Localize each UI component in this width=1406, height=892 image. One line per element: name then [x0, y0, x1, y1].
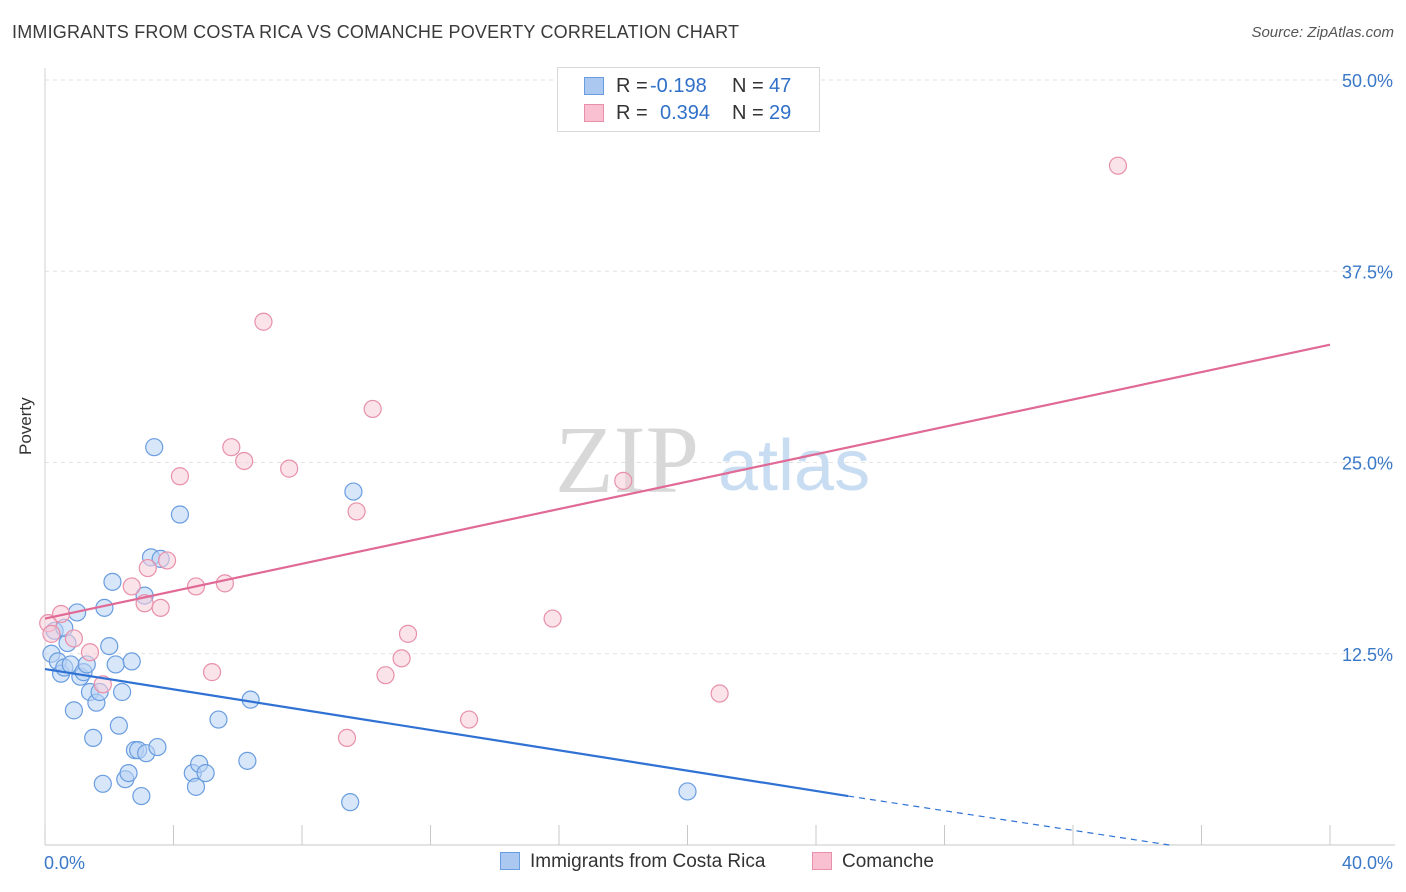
legend-r-value: -0.198 — [650, 75, 707, 97]
point-costa-rica — [64, 701, 84, 720]
point-costa-rica — [145, 438, 164, 457]
point-comanche — [42, 624, 61, 643]
point-comanche — [376, 666, 395, 685]
y-tick-label: 50.0% — [1342, 71, 1393, 91]
point-costa-rica — [678, 782, 697, 801]
bottom-legend-swatch-series2 — [812, 852, 832, 870]
bottom-legend-series1: Immigrants from Costa Rica — [500, 851, 765, 873]
point-costa-rica — [148, 737, 167, 757]
point-costa-rica — [344, 482, 363, 501]
correlation-legend: R = -0.198 N = 47 R = 0.394 N = 29 — [557, 67, 820, 132]
point-comanche — [64, 629, 84, 648]
point-costa-rica — [93, 774, 112, 793]
y-tick-label: 37.5% — [1342, 262, 1393, 282]
point-comanche — [363, 399, 382, 419]
data-points — [39, 156, 1128, 812]
point-costa-rica — [106, 655, 125, 674]
trend-lines — [44, 343, 1331, 846]
point-comanche — [157, 551, 177, 570]
grid-lines — [45, 79, 1395, 655]
legend-r-value: 0.394 — [660, 102, 711, 124]
legend-swatch-series2 — [584, 104, 604, 122]
point-comanche — [151, 598, 170, 617]
point-costa-rica — [112, 682, 132, 702]
point-costa-rica — [100, 636, 119, 656]
legend-swatch-series1 — [584, 77, 604, 95]
point-comanche — [337, 728, 357, 748]
point-comanche — [222, 438, 241, 457]
point-comanche — [215, 574, 234, 593]
y-tick-label: 12.5% — [1342, 645, 1393, 665]
point-costa-rica — [209, 710, 228, 729]
trend-line-comanche — [44, 343, 1331, 620]
point-comanche — [710, 684, 729, 703]
point-comanche — [392, 649, 411, 668]
point-costa-rica — [132, 786, 151, 806]
trend-line-costa-rica — [44, 667, 849, 798]
x-tick-label: 40.0% — [1342, 853, 1393, 873]
chart-title: IMMIGRANTS FROM COSTA RICA VS COMANCHE P… — [12, 22, 740, 42]
point-costa-rica — [196, 763, 215, 783]
point-comanche — [254, 312, 273, 331]
y-tick-label: 25.0% — [1342, 454, 1393, 474]
bottom-legend-series2: Comanche — [812, 851, 934, 873]
watermark-zip: ZIP — [555, 406, 699, 513]
point-comanche — [80, 643, 100, 662]
point-comanche — [347, 502, 366, 521]
point-comanche — [122, 577, 141, 596]
bottom-legend-label-series1: Immigrants from Costa Rica — [530, 851, 766, 872]
point-costa-rica — [109, 716, 128, 735]
legend-n-label: N = — [732, 75, 764, 97]
y-axis-label: Poverty — [16, 397, 35, 455]
source-label: Source: ZipAtlas.com — [1251, 24, 1394, 41]
legend-r-label: R = — [616, 102, 648, 124]
bottom-legend-swatch-series1 — [500, 852, 520, 870]
point-comanche — [138, 558, 157, 578]
legend-n-label: N = — [732, 102, 764, 124]
watermark: ZIP atlas — [555, 406, 870, 513]
point-costa-rica — [186, 777, 206, 796]
point-costa-rica — [122, 652, 141, 671]
point-comanche — [235, 451, 254, 471]
point-comanche — [1108, 156, 1128, 175]
point-comanche — [280, 459, 299, 478]
point-costa-rica — [170, 505, 190, 524]
point-comanche — [170, 467, 190, 486]
point-costa-rica — [119, 763, 138, 783]
point-costa-rica — [84, 728, 103, 748]
bottom-legend-label-series2: Comanche — [842, 851, 934, 872]
point-comanche — [614, 471, 633, 490]
legend-n-value: 47 — [769, 75, 792, 97]
watermark-atlas: atlas — [718, 426, 870, 506]
legend-n-value: 29 — [769, 102, 792, 124]
point-comanche — [93, 675, 112, 694]
axes — [44, 68, 1395, 846]
tick-labels: 12.5% 25.0% 37.5% 50.0% 0.0% 40.0% — [44, 71, 1393, 873]
point-costa-rica — [238, 751, 257, 770]
x-tick-label: 0.0% — [44, 853, 85, 873]
point-comanche — [459, 710, 479, 729]
trend-line-costa-rica-extension — [848, 795, 1170, 846]
point-comanche — [543, 609, 562, 628]
point-costa-rica — [341, 793, 360, 812]
point-costa-rica — [103, 572, 122, 591]
legend-r-label: R = — [616, 75, 648, 97]
point-comanche — [202, 663, 222, 682]
point-comanche — [398, 624, 418, 643]
